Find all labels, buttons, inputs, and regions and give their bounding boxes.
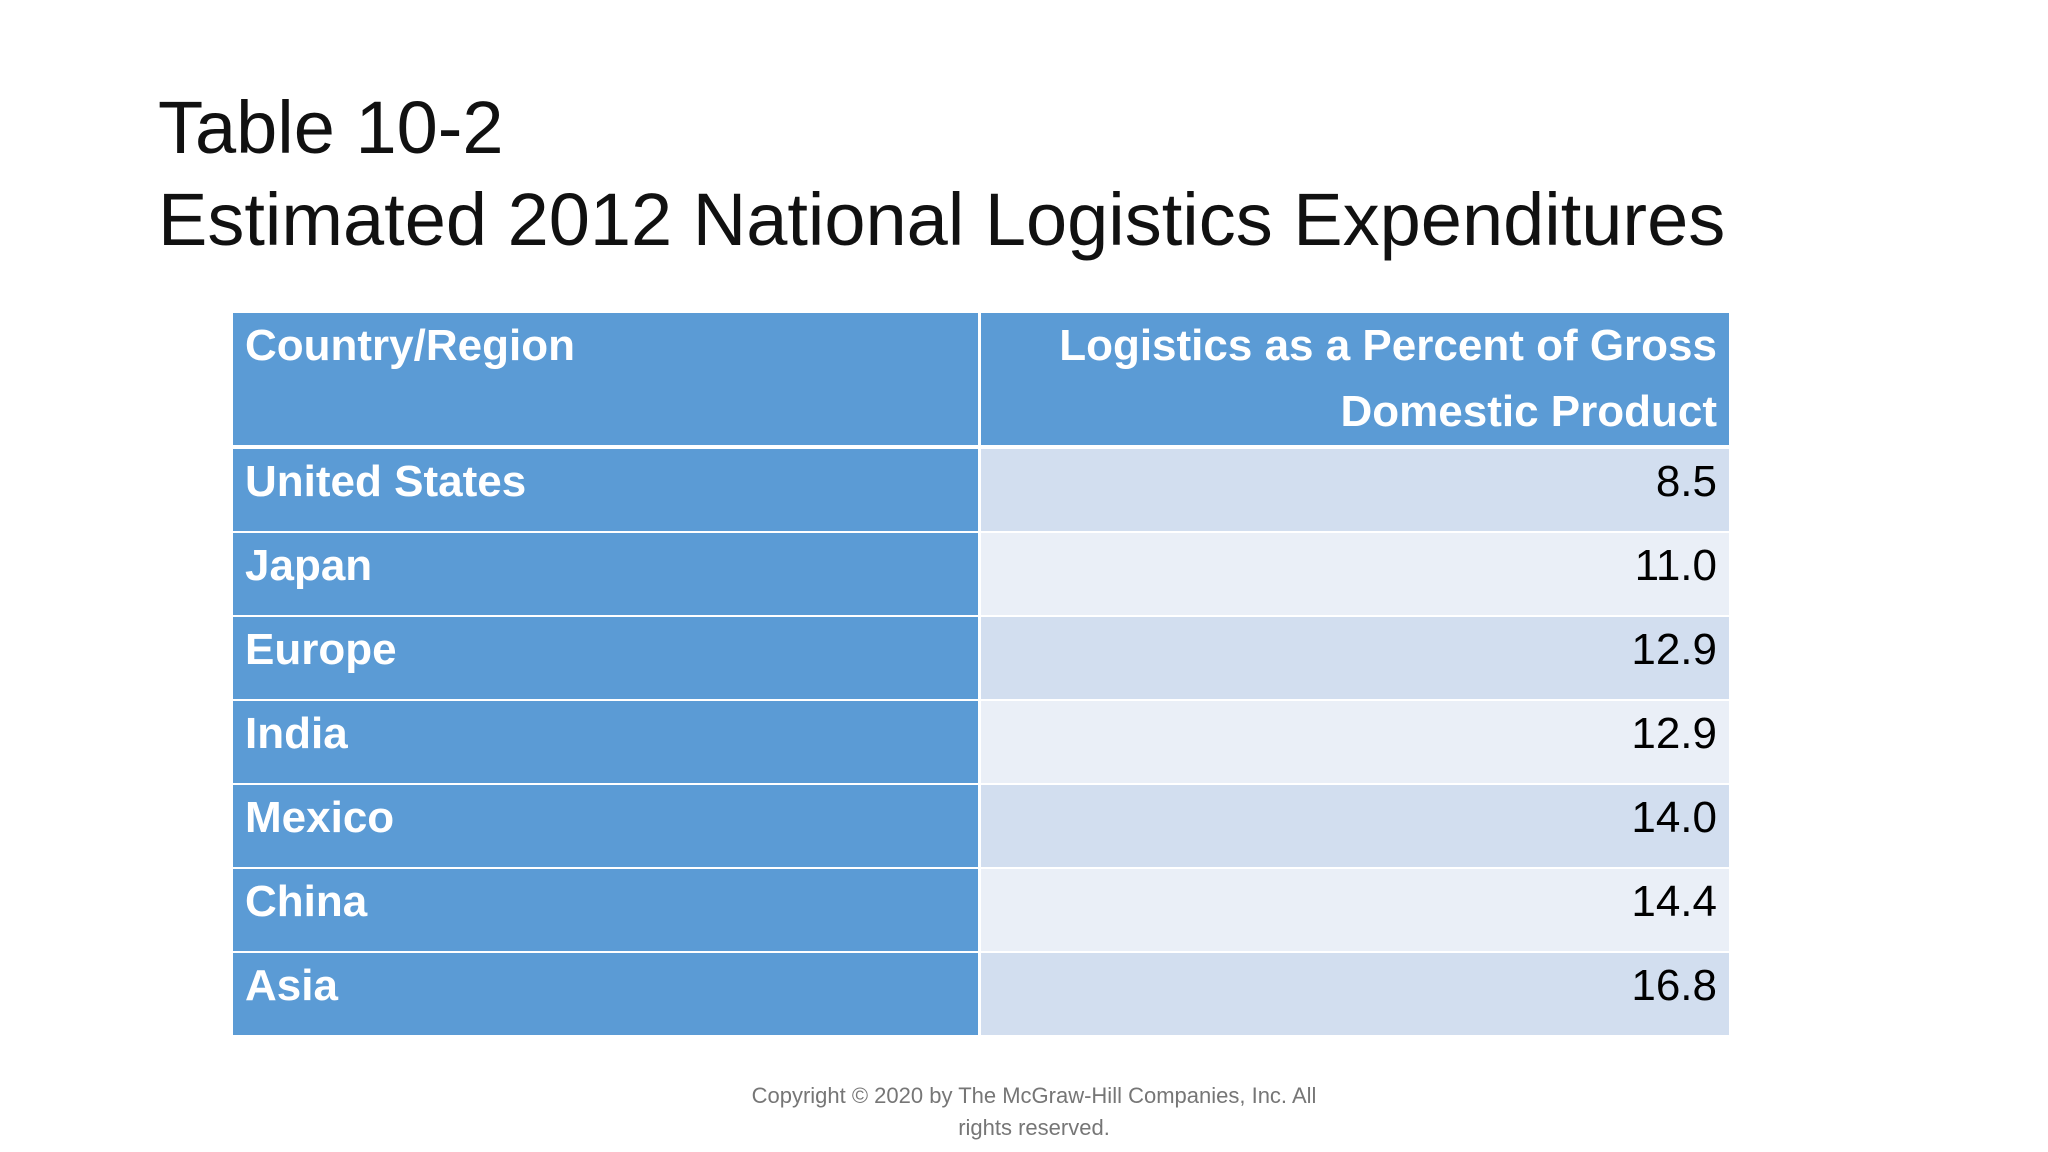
column-header-country: Country/Region (233, 313, 981, 449)
table-row: Europe 12.9 (233, 617, 1729, 701)
table-header-row: Country/Region Logistics as a Percent of… (233, 313, 1729, 449)
country-cell: United States (233, 449, 981, 533)
value-cell: 11.0 (981, 533, 1729, 617)
table-row: India 12.9 (233, 701, 1729, 785)
table-row: Asia 16.8 (233, 953, 1729, 1037)
value-cell: 12.9 (981, 617, 1729, 701)
country-cell: Europe (233, 617, 981, 701)
country-cell: Asia (233, 953, 981, 1037)
table-caption: Estimated 2012 National Logistics Expend… (158, 178, 1726, 261)
value-cell: 16.8 (981, 953, 1729, 1037)
column-header-logistics-percent: Logistics as a Percent of Gross Domestic… (981, 313, 1729, 449)
value-cell: 14.4 (981, 869, 1729, 953)
country-cell: China (233, 869, 981, 953)
table-row: China 14.4 (233, 869, 1729, 953)
value-cell: 8.5 (981, 449, 1729, 533)
table-number: Table 10-2 (158, 86, 504, 169)
country-cell: Japan (233, 533, 981, 617)
value-cell: 14.0 (981, 785, 1729, 869)
table-row: Mexico 14.0 (233, 785, 1729, 869)
slide-title: Table 10-2 Estimated 2012 National Logis… (158, 82, 1958, 266)
country-cell: India (233, 701, 981, 785)
table-row: Japan 11.0 (233, 533, 1729, 617)
table-row: United States 8.5 (233, 449, 1729, 533)
copyright-notice: Copyright © 2020 by The McGraw-Hill Comp… (751, 1083, 1317, 1140)
country-cell: Mexico (233, 785, 981, 869)
value-cell: 12.9 (981, 701, 1729, 785)
logistics-table: Country/Region Logistics as a Percent of… (233, 313, 1729, 1037)
